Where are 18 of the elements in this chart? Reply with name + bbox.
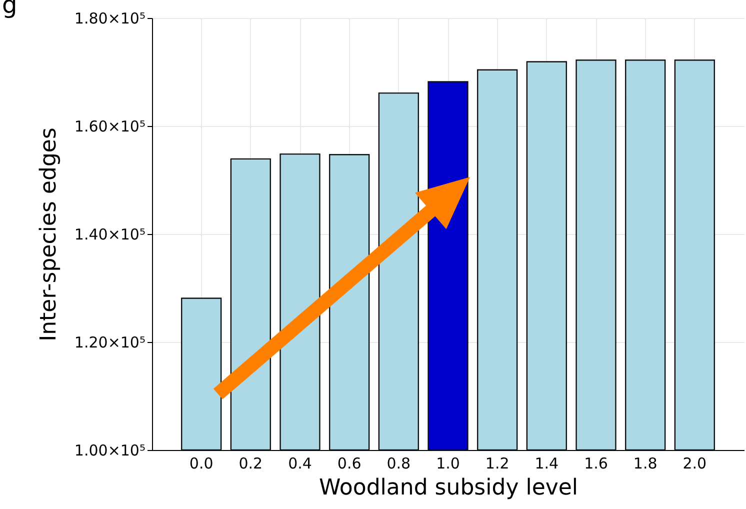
x-tick-label: 1.8 xyxy=(633,454,658,472)
y-tick-label: 1.00×10⁵ xyxy=(74,442,146,460)
y-tick-label: 1.80×10⁵ xyxy=(74,10,146,28)
x-tick-label: 1.2 xyxy=(485,454,510,472)
x-tick-label: 0.6 xyxy=(337,454,362,472)
x-tick-label: 1.0 xyxy=(436,454,460,472)
y-tick-label: 1.20×10⁵ xyxy=(74,334,146,352)
x-tick-label: 2.0 xyxy=(682,454,707,472)
x-tick-label: 0.0 xyxy=(189,454,214,472)
y-axis-title: Inter-species edges xyxy=(36,128,62,342)
x-tick-label: 1.4 xyxy=(534,454,559,472)
x-tick-label: 0.8 xyxy=(386,454,411,472)
y-tick-label: 1.60×10⁵ xyxy=(74,118,146,136)
y-tick-label: 1.40×10⁵ xyxy=(74,226,146,244)
x-axis-title: Woodland subsidy level xyxy=(318,476,578,500)
x-tick-label: 0.4 xyxy=(288,454,312,472)
x-tick-label: 0.2 xyxy=(238,454,263,472)
x-tick-label: 1.6 xyxy=(584,454,608,472)
